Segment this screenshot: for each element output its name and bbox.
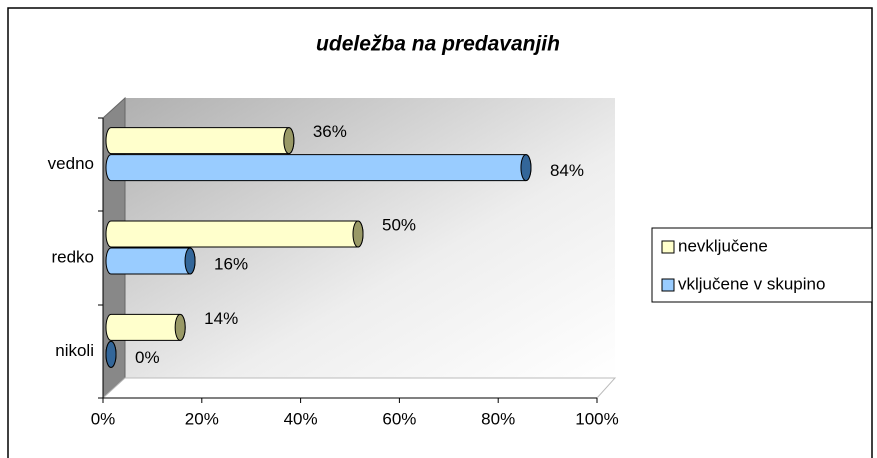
data-label: 14% bbox=[204, 309, 238, 328]
bar bbox=[105, 247, 196, 275]
floor bbox=[101, 377, 617, 399]
x-tick-label: 40% bbox=[284, 409, 318, 428]
legend-label: vključene v skupino bbox=[678, 274, 825, 293]
y-tick-label: redko bbox=[51, 247, 94, 266]
bar-part bbox=[105, 127, 295, 155]
bar-part bbox=[105, 313, 186, 341]
x-tick-label: 0% bbox=[91, 409, 116, 428]
x-tick-label: 80% bbox=[481, 409, 515, 428]
bar bbox=[105, 220, 364, 248]
bar-part bbox=[174, 313, 186, 341]
bar-part bbox=[105, 220, 364, 248]
y-tick-label: vedno bbox=[48, 154, 94, 173]
bar-part bbox=[520, 154, 532, 182]
legend bbox=[651, 227, 873, 303]
bar bbox=[105, 340, 117, 368]
bar-part bbox=[283, 127, 295, 155]
x-tick-label: 100% bbox=[575, 409, 618, 428]
chart-title: udeležba na predavanjih bbox=[316, 33, 560, 56]
bar-part bbox=[352, 220, 364, 248]
data-label: 0% bbox=[135, 348, 160, 367]
data-label: 50% bbox=[382, 215, 416, 234]
bar-part bbox=[184, 247, 196, 275]
bar-part bbox=[105, 154, 532, 182]
x-tick-label: 60% bbox=[382, 409, 416, 428]
bar-part bbox=[105, 247, 196, 275]
data-label: 84% bbox=[550, 161, 584, 180]
legend-swatch bbox=[661, 278, 675, 292]
legend-label: nevključene bbox=[678, 236, 768, 255]
bar bbox=[105, 127, 295, 155]
bar-part bbox=[105, 340, 117, 368]
x-tick-label: 20% bbox=[185, 409, 219, 428]
y-tick-label: nikoli bbox=[55, 341, 94, 360]
legend-swatch bbox=[661, 240, 675, 254]
bar bbox=[105, 154, 532, 182]
data-label: 16% bbox=[214, 254, 248, 273]
bar bbox=[105, 313, 186, 341]
data-label: 36% bbox=[313, 122, 347, 141]
